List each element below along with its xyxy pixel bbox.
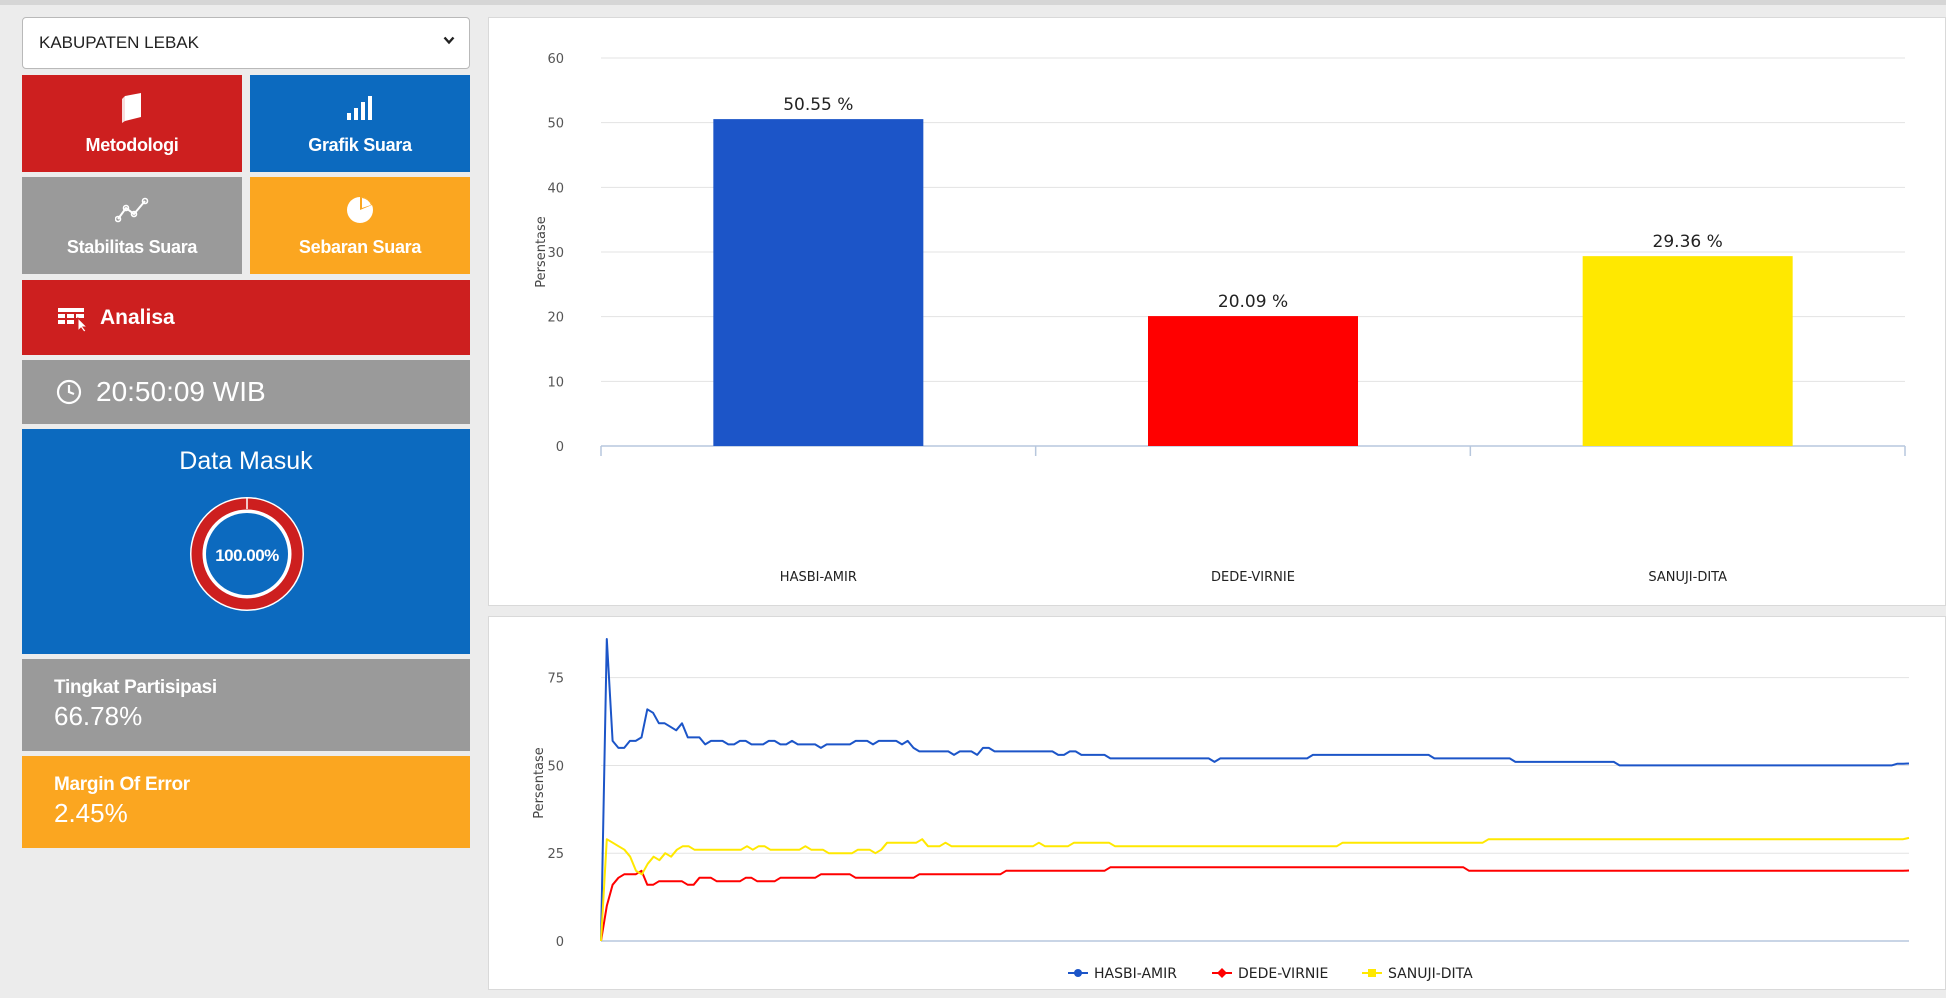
clock-time: 20:50:09 WIB (96, 376, 266, 407)
sebaran-suara-label: Sebaran Suara (298, 237, 422, 257)
y-tick-label: 10 (547, 375, 564, 390)
series-line-sanuji-dita (600, 836, 1910, 942)
partisipasi-panel: Tingkat Partisipasi 66.78% (22, 659, 470, 751)
clock-icon (56, 379, 82, 405)
sebaran-suara-button[interactable]: Sebaran Suara (250, 177, 470, 274)
legend-label: HASBI-AMIR (1094, 966, 1177, 982)
vote-stability-chart-panel: 0 25 50 75 Persentase HASBI-AMIR DEDE-VIRNIE SA… (488, 616, 1946, 990)
grafik-suara-label: Grafik Suara (308, 135, 412, 155)
bar-value-label: 50.55 % (783, 95, 853, 115)
bar-hasbi-amir (713, 119, 924, 447)
margin-error-value: 2.45% (54, 798, 128, 828)
stabilitas-suara-label: Stabilitas Suara (66, 237, 198, 257)
legend-marker-circle (1074, 969, 1082, 977)
bar-value-label: 29.36 % (1653, 232, 1723, 252)
metodologi-label: Metodologi (85, 135, 179, 155)
y-tick-label: 0 (556, 440, 564, 455)
x-tick-label: SANUJI-DITA (1648, 570, 1727, 585)
line-chart-icon (115, 193, 149, 227)
partisipasi-value: 66.78% (54, 701, 143, 731)
pie-chart-icon (343, 193, 377, 227)
y-tick-label: 75 (547, 672, 564, 687)
y-tick-label: 50 (547, 117, 564, 132)
book-icon (115, 91, 149, 125)
data-masuk-donut: 100.00% (190, 497, 304, 611)
legend-label: DEDE-VIRNIE (1238, 966, 1328, 982)
margin-error-panel: Margin Of Error 2.45% (22, 756, 470, 848)
vote-bar-chart: 0 10 20 30 40 50 60 Persentase 50.55 % HASBI-AMIR… (534, 52, 1906, 585)
series-line-hasbi-amir (600, 638, 1910, 942)
legend-label: SANUJI-DITA (1388, 966, 1473, 982)
legend-item-dede-virnie: DEDE-VIRNIE (1212, 966, 1328, 982)
metodologi-button[interactable]: Metodologi (22, 75, 242, 172)
bar-dede-virnie (1148, 316, 1358, 446)
data-masuk-panel: Data Masuk 100.00% (22, 429, 470, 654)
table-cursor-icon (58, 307, 89, 332)
y-tick-label: 0 (556, 935, 564, 950)
legend-item-sanuji-dita: SANUJI-DITA (1362, 966, 1473, 982)
chevron-down-icon (443, 36, 455, 45)
vote-stability-chart: 0 25 50 75 Persentase HASBI-AMIR DEDE-VIRNIE SA… (532, 638, 1910, 982)
x-tick-label: DEDE-VIRNIE (1211, 570, 1295, 585)
margin-error-label: Margin Of Error (54, 774, 190, 795)
series-line-dede-virnie (600, 866, 1910, 942)
data-masuk-title: Data Masuk (179, 447, 313, 475)
legend-marker-square (1368, 969, 1376, 977)
stabilitas-suara-button[interactable]: Stabilitas Suara (22, 177, 242, 274)
y-tick-label: 40 (547, 181, 564, 196)
y-tick-label: 50 (547, 759, 564, 774)
vote-bar-chart-panel: 0 10 20 30 40 50 60 Persentase 50.55 % HASBI-AMIR… (488, 17, 1946, 606)
data-masuk-percent: 100.00% (215, 546, 279, 565)
y-tick-label: 25 (547, 847, 564, 862)
y-axis-label: Persentase (532, 747, 547, 819)
region-select[interactable]: KABUPATEN LEBAK (22, 17, 470, 69)
region-select-value: KABUPATEN LEBAK (39, 33, 199, 52)
y-tick-label: 20 (547, 311, 564, 326)
y-tick-label: 60 (547, 52, 564, 67)
clock-display: 20:50:09 WIB (22, 360, 470, 424)
signal-bars-icon (343, 91, 377, 125)
x-tick-label: HASBI-AMIR (780, 570, 857, 585)
partisipasi-label: Tingkat Partisipasi (54, 677, 217, 698)
analisa-button[interactable]: Analisa (22, 280, 470, 355)
analisa-label: Analisa (100, 305, 175, 329)
top-border (0, 0, 1946, 5)
legend-marker-diamond (1217, 968, 1227, 978)
bar-value-label: 20.09 % (1218, 292, 1288, 312)
bar-sanuji-dita (1582, 256, 1793, 446)
y-axis-label: Persentase (534, 216, 549, 288)
legend-item-hasbi-amir: HASBI-AMIR (1068, 966, 1177, 982)
y-tick-label: 30 (547, 246, 564, 261)
grafik-suara-button[interactable]: Grafik Suara (250, 75, 470, 172)
